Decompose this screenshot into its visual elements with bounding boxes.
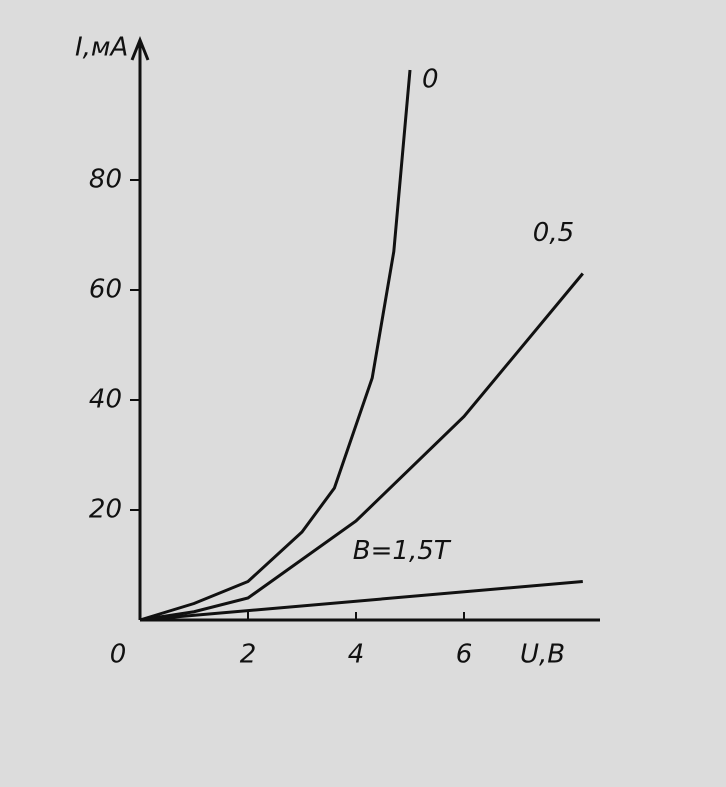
y-axis-label: I,мА bbox=[75, 33, 128, 63]
x-tick-label: 0 bbox=[110, 640, 127, 670]
series-line bbox=[139, 69, 412, 622]
x-tick-label: 6 bbox=[456, 640, 473, 670]
y-tick-label: 60 bbox=[89, 275, 122, 305]
series-line bbox=[139, 272, 584, 622]
y-tick-label: 80 bbox=[89, 165, 122, 195]
series-label: 0 bbox=[422, 65, 439, 95]
x-tick-label: 4 bbox=[348, 640, 365, 670]
series-line bbox=[139, 580, 583, 622]
series-label: 0,5 bbox=[533, 218, 574, 248]
y-tick-label: 40 bbox=[89, 385, 122, 415]
x-tick-label: 2 bbox=[240, 640, 257, 670]
x-axis-label: U,B bbox=[520, 640, 565, 670]
y-axis-arrow bbox=[130, 35, 150, 61]
y-tick-label: 20 bbox=[89, 495, 122, 525]
series-label: B=1,5T bbox=[353, 536, 452, 566]
